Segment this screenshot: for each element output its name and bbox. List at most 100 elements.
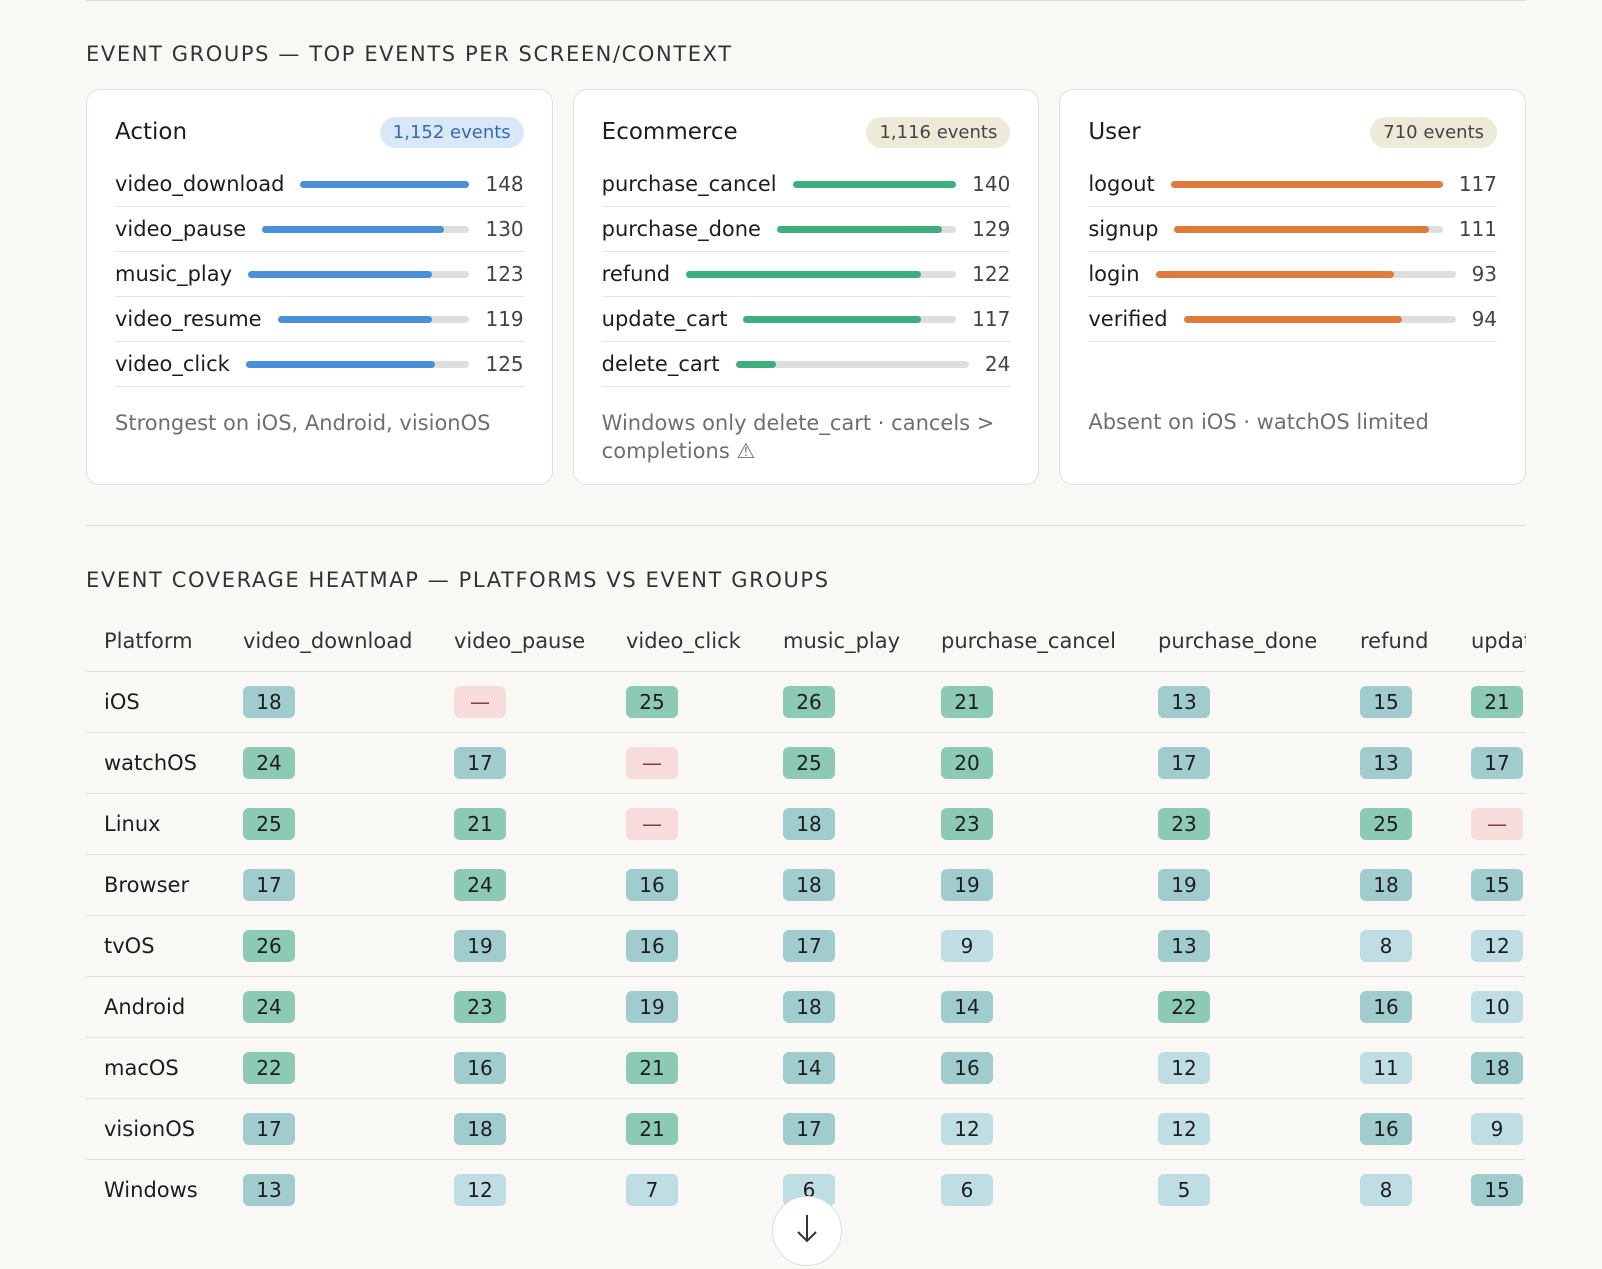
heatmap-cell: 18 xyxy=(243,671,295,732)
value-chip: 21 xyxy=(454,807,506,840)
value-chip: 16 xyxy=(454,1051,506,1084)
column-header: video_pause xyxy=(454,628,586,653)
bar xyxy=(262,225,445,233)
heatmap-cell: 24 xyxy=(454,854,506,915)
scroll-down-button[interactable] xyxy=(772,1196,842,1266)
value-chip: — xyxy=(626,746,678,779)
bar xyxy=(1170,180,1443,188)
value-chip: 15 xyxy=(1471,868,1523,901)
event-name: signup xyxy=(1088,217,1159,241)
heatmap-cell: 13 xyxy=(1360,732,1412,793)
platform-name: Android xyxy=(104,994,186,1019)
value-chip: 16 xyxy=(626,929,678,962)
value-chip: 9 xyxy=(941,929,993,962)
heatmap-cell: — xyxy=(626,732,678,793)
event-count: 117 xyxy=(972,307,1011,331)
heatmap-cell: 23 xyxy=(941,793,993,854)
value-chip: 17 xyxy=(1471,746,1523,779)
platform-name: visionOS xyxy=(104,1116,196,1141)
badge: 1,152 events xyxy=(379,116,524,148)
value-chip: 17 xyxy=(783,1112,835,1145)
value-chip: 25 xyxy=(1360,807,1412,840)
value-chip: 25 xyxy=(626,685,678,718)
event-count: 123 xyxy=(485,262,524,286)
value-chip: 18 xyxy=(454,1112,506,1145)
heatmap-cell: 13 xyxy=(1158,915,1210,976)
event-row: signup 111 xyxy=(1088,207,1498,252)
heatmap-cell: 17 xyxy=(783,1098,835,1159)
heatmap-cell: 17 xyxy=(243,854,295,915)
heatmap-cell: 19 xyxy=(454,915,506,976)
heatmap-cell: 18 xyxy=(454,1098,506,1159)
arrow-icon xyxy=(797,1215,817,1243)
bar-track xyxy=(277,315,470,323)
heatmap-cell: 7 xyxy=(626,1159,678,1210)
heatmap-cell: 26 xyxy=(783,671,835,732)
event-name: refund xyxy=(601,262,671,286)
value-chip: 24 xyxy=(243,990,295,1023)
bar xyxy=(776,225,943,233)
card-header: Ecommerce 1,116 events xyxy=(602,112,1011,152)
heatmap-cell: 11 xyxy=(1360,1037,1412,1098)
value-chip: 26 xyxy=(243,929,295,962)
heatmap-cell: — xyxy=(1471,793,1523,854)
value-chip: 17 xyxy=(783,929,835,962)
event-row: video_download 148 xyxy=(115,162,524,207)
bar-track xyxy=(743,315,957,323)
heatmap-cell: 8 xyxy=(1360,1159,1412,1210)
value-chip: 12 xyxy=(1471,929,1523,962)
heatmap-cell: 8 xyxy=(1360,915,1412,976)
card-header: Action 1,152 events xyxy=(115,112,524,152)
event-name: purchase_cancel xyxy=(601,172,777,196)
bar xyxy=(248,270,433,278)
heatmap-row: macOS 22 16 21 14 16 12 11 18 xyxy=(86,1037,1526,1099)
heatmap-cell: 16 xyxy=(626,915,678,976)
value-chip: 21 xyxy=(626,1112,678,1145)
heatmap-cell: 9 xyxy=(1471,1098,1523,1159)
bar-track xyxy=(735,360,969,368)
value-chip: 18 xyxy=(783,807,835,840)
value-chip: 19 xyxy=(626,990,678,1023)
value-chip: 12 xyxy=(941,1112,993,1145)
event-name: video_click xyxy=(115,352,230,376)
event-row: logout 117 xyxy=(1088,162,1498,207)
bar xyxy=(1155,270,1394,278)
heatmap-cell: 16 xyxy=(941,1037,993,1098)
heatmap-cell: 23 xyxy=(1158,793,1210,854)
bar-track xyxy=(262,225,470,233)
heatmap-cell: 21 xyxy=(626,1037,678,1098)
divider xyxy=(86,525,1526,526)
card-note: Absent on iOS · watchOS limited xyxy=(1088,410,1429,434)
value-chip: 13 xyxy=(1158,929,1210,962)
value-chip: 12 xyxy=(1158,1051,1210,1084)
event-row: purchase_cancel 140 xyxy=(601,162,1011,207)
event-name: verified xyxy=(1088,307,1168,331)
bar-track xyxy=(300,180,470,188)
heatmap-cell: 17 xyxy=(783,915,835,976)
bar xyxy=(1174,225,1430,233)
bar xyxy=(792,180,957,188)
value-chip: 12 xyxy=(1158,1112,1210,1145)
event-row: update_cart 117 xyxy=(601,297,1011,342)
event-row: delete_cart 24 xyxy=(601,342,1011,387)
value-chip: 24 xyxy=(243,746,295,779)
heatmap-cell: 19 xyxy=(1158,854,1210,915)
heatmap-cell: 12 xyxy=(941,1098,993,1159)
heatmap-cell: 17 xyxy=(1471,732,1523,793)
value-chip: 14 xyxy=(783,1051,835,1084)
column-header: update_cart xyxy=(1471,628,1526,653)
heatmap-cell: 19 xyxy=(941,854,993,915)
event-name: login xyxy=(1088,262,1140,286)
heatmap-cell: 13 xyxy=(243,1159,295,1210)
value-chip: 6 xyxy=(941,1173,993,1206)
event-row: purchase_done 129 xyxy=(601,207,1011,252)
bar-track xyxy=(776,225,957,233)
event-count: 93 xyxy=(1471,262,1498,286)
bar-track xyxy=(1155,270,1456,278)
value-chip: — xyxy=(626,807,678,840)
value-chip: 7 xyxy=(626,1173,678,1206)
value-chip: 25 xyxy=(783,746,835,779)
column-header: purchase_cancel xyxy=(941,628,1116,653)
